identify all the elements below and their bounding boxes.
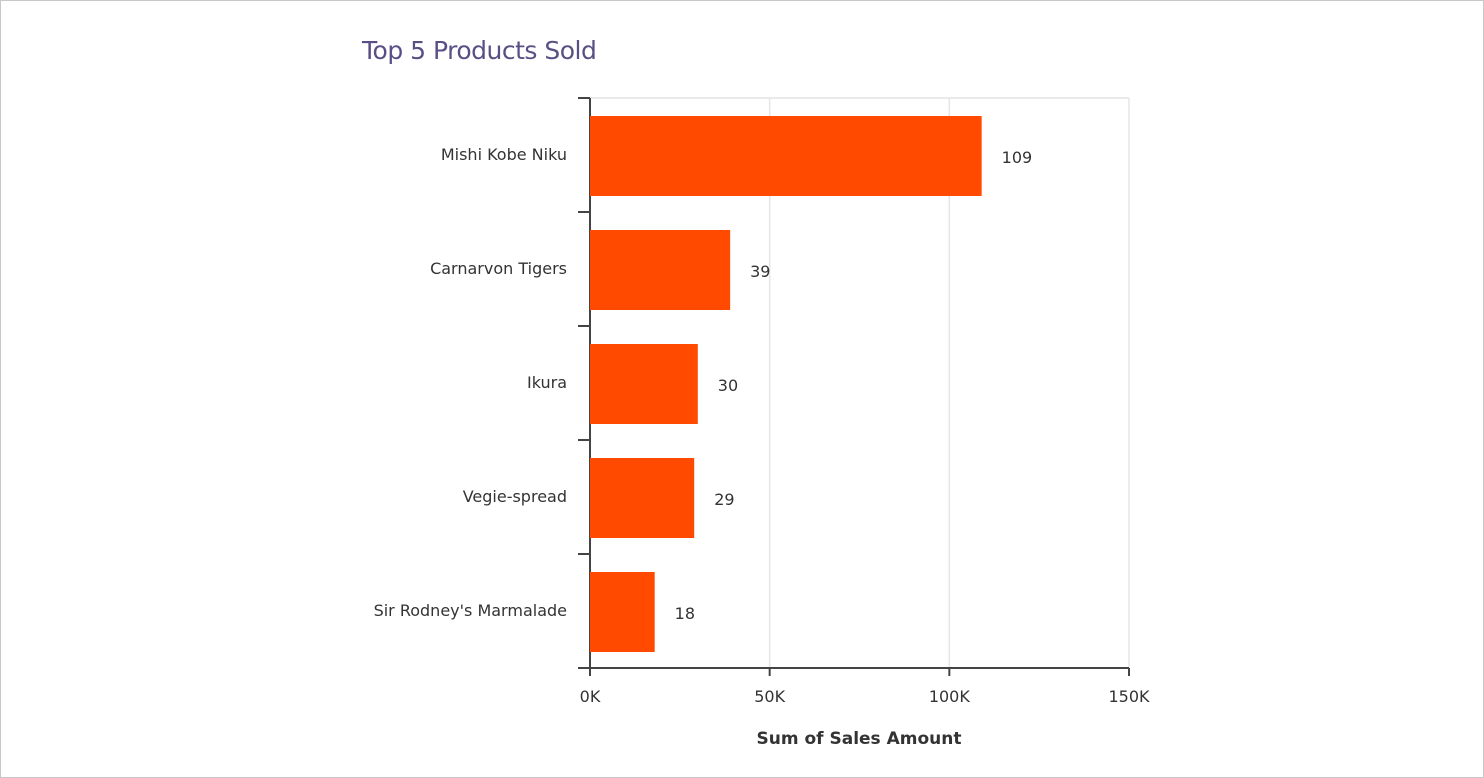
bar <box>590 344 698 424</box>
category-label: Vegie-spread <box>463 487 567 506</box>
x-tick-label: 50K <box>754 687 785 706</box>
data-label: 29 <box>714 490 734 509</box>
category-label: Ikura <box>527 373 567 392</box>
x-tick-label: 0K <box>580 687 601 706</box>
x-tick-label: 150K <box>1108 687 1150 706</box>
data-label: 30 <box>718 376 738 395</box>
chart-title: Top 5 Products Sold <box>362 36 597 65</box>
data-label: 18 <box>675 604 695 623</box>
category-label: Mishi Kobe Niku <box>441 145 567 164</box>
bar <box>590 572 655 652</box>
x-axis-label: Sum of Sales Amount <box>757 729 962 749</box>
bar <box>590 458 695 538</box>
bar <box>590 116 982 196</box>
data-label: 39 <box>750 262 770 281</box>
category-label: Sir Rodney's Marmalade <box>374 601 567 620</box>
data-label: 109 <box>1002 148 1033 167</box>
x-tick-label: 100K <box>929 687 971 706</box>
bar <box>590 230 731 310</box>
category-label: Carnarvon Tigers <box>430 259 567 278</box>
